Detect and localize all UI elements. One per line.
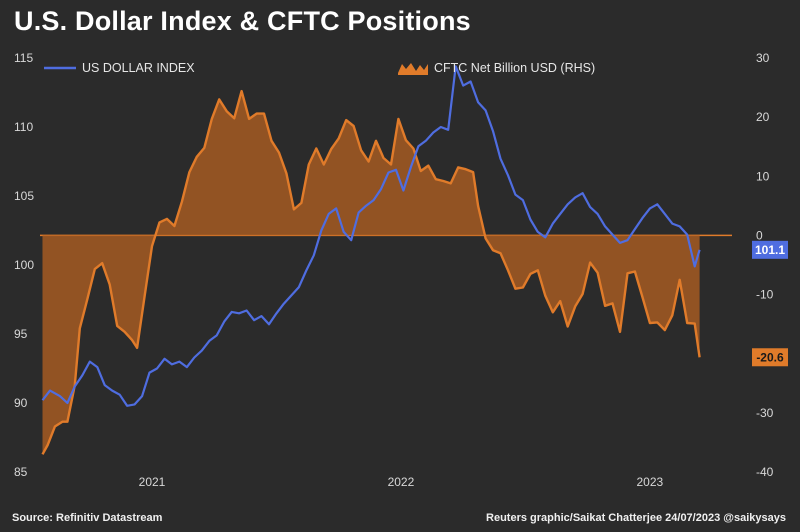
x-tick-label: 2022 xyxy=(388,475,415,489)
right-tick-label: -10 xyxy=(756,288,774,302)
cftc-end-badge xyxy=(752,348,788,367)
left-tick-label: 90 xyxy=(14,396,28,410)
usd-index-series-line xyxy=(41,65,701,407)
right-tick-label: -30 xyxy=(756,406,774,420)
legend: US DOLLAR INDEX CFTC Net Billion USD (RHS… xyxy=(44,61,595,75)
end-labels: 101.1 -20.6 xyxy=(752,240,788,367)
legend-usd-label: US DOLLAR INDEX xyxy=(82,61,195,75)
legend-cftc-swatch xyxy=(398,63,428,75)
credit-note: Reuters graphic/Saikat Chatterjee 24/07/… xyxy=(486,512,786,524)
left-tick-label: 85 xyxy=(14,465,28,479)
page-title: U.S. Dollar Index & CFTC Positions xyxy=(14,6,471,36)
left-axis: 85 90 95 100 105 110 115 xyxy=(14,51,34,479)
series-lines-group xyxy=(41,65,701,455)
right-tick-label: 20 xyxy=(756,110,770,124)
left-tick-label: 110 xyxy=(14,120,33,134)
left-tick-label: 95 xyxy=(14,327,28,341)
left-tick-label: 115 xyxy=(14,51,33,65)
right-tick-label: -40 xyxy=(756,465,774,479)
cftc-area-group xyxy=(42,91,700,455)
x-tick-label: 2021 xyxy=(139,475,166,489)
x-axis: 2021 2022 2023 xyxy=(139,475,664,489)
x-tick-label: 2023 xyxy=(637,475,664,489)
left-tick-label: 100 xyxy=(14,258,34,272)
usd-end-badge xyxy=(752,240,788,259)
right-tick-label: 0 xyxy=(756,228,763,242)
cftc-end-label: -20.6 xyxy=(756,350,784,364)
right-tick-label: 30 xyxy=(756,51,770,65)
right-tick-label: 10 xyxy=(756,169,770,183)
cftc-series-line xyxy=(41,89,701,455)
cftc-area xyxy=(42,91,700,455)
usd-end-label: 101.1 xyxy=(755,243,785,257)
source-note: Source: Refinitiv Datastream xyxy=(12,512,163,524)
left-tick-label: 105 xyxy=(14,189,34,203)
legend-cftc-label: CFTC Net Billion USD (RHS) xyxy=(434,61,595,75)
